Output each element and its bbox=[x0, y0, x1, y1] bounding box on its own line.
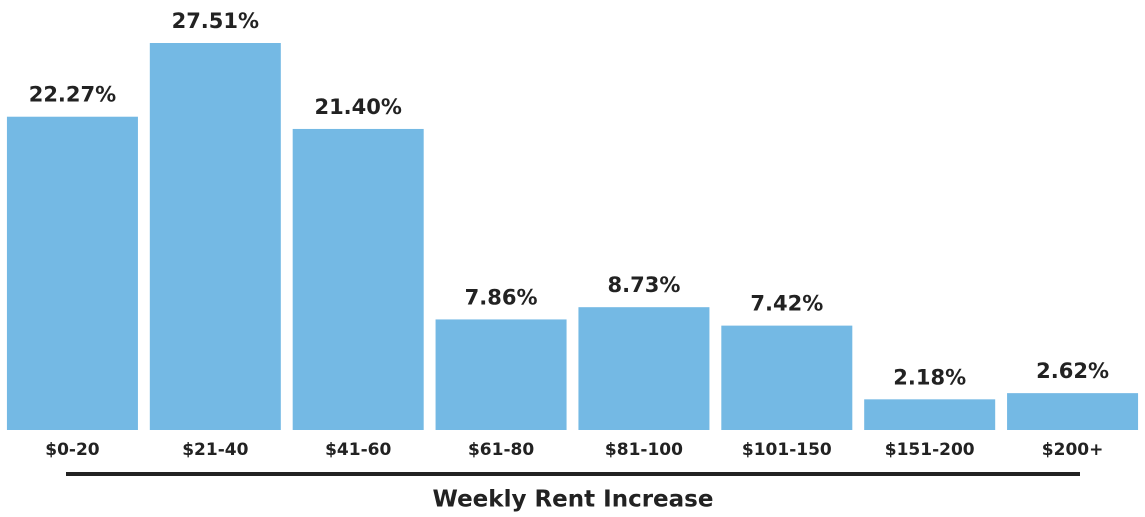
data-label: 7.42% bbox=[750, 292, 823, 316]
bar bbox=[721, 325, 853, 430]
x-tick-label: $200+ bbox=[1042, 440, 1104, 460]
x-tick-label: $41-60 bbox=[325, 440, 391, 460]
x-tick-label: $21-40 bbox=[182, 440, 248, 460]
bar bbox=[6, 116, 138, 430]
x-tick-label: $61-80 bbox=[468, 440, 534, 460]
bar bbox=[864, 399, 996, 430]
x-tick-label: $81-100 bbox=[605, 440, 683, 460]
data-label: 2.18% bbox=[893, 365, 966, 389]
data-label: 22.27% bbox=[29, 83, 116, 107]
data-label: 21.40% bbox=[314, 95, 401, 119]
bar bbox=[149, 43, 281, 430]
bar bbox=[435, 319, 567, 430]
data-label: 27.51% bbox=[172, 9, 259, 33]
bar bbox=[292, 128, 424, 430]
data-label: 2.62% bbox=[1036, 359, 1109, 383]
x-tick-label: $0-20 bbox=[45, 440, 100, 460]
x-tick-label: $151-200 bbox=[885, 440, 975, 460]
data-label: 7.86% bbox=[465, 285, 538, 309]
x-axis-label: Weekly Rent Increase bbox=[433, 487, 714, 513]
bar bbox=[578, 307, 710, 430]
x-tick-label: $101-150 bbox=[742, 440, 832, 460]
data-label: 8.73% bbox=[608, 273, 681, 297]
bar bbox=[1007, 393, 1139, 430]
